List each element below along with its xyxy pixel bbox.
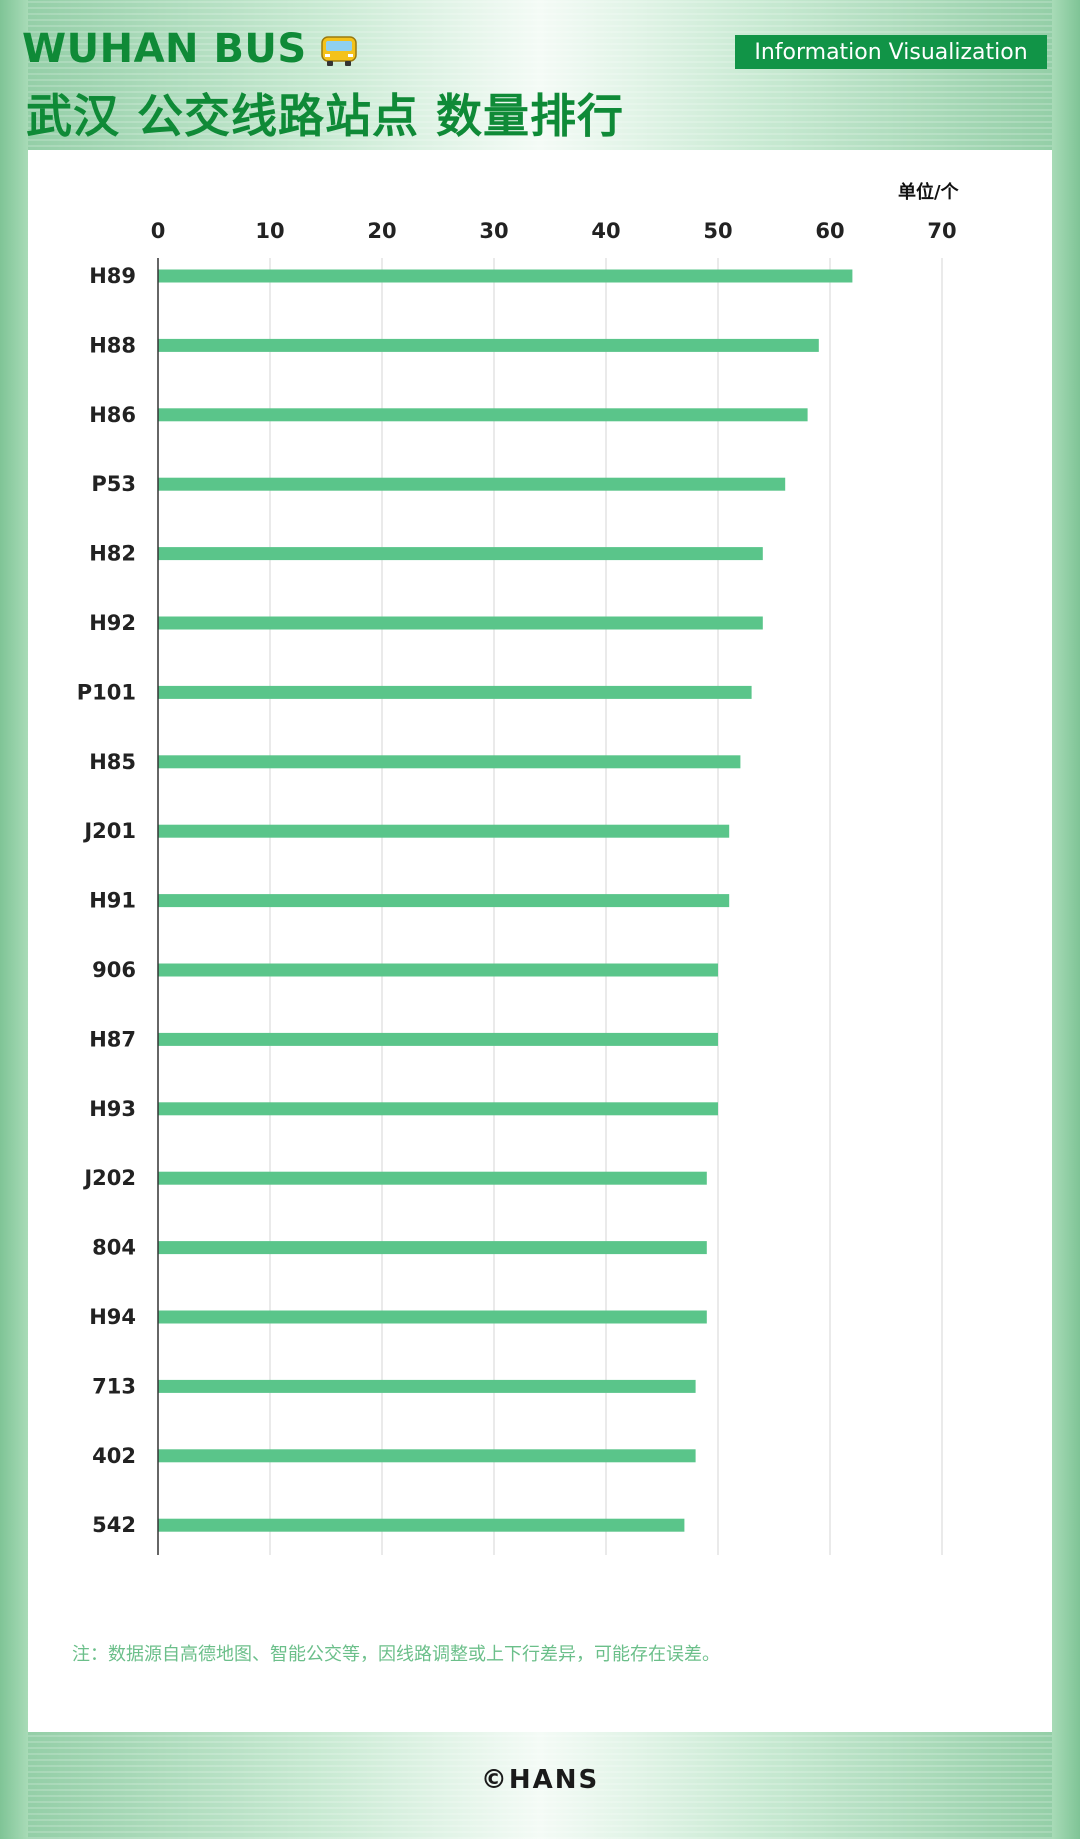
x-tick-label: 40	[591, 219, 620, 243]
bar-H93	[158, 1102, 718, 1116]
bar-H82	[158, 547, 763, 561]
category-label: J202	[82, 1166, 136, 1190]
x-tick-label: 0	[151, 219, 166, 243]
info-vis-tag: Information Visualization	[735, 35, 1047, 69]
bar-H94	[158, 1310, 707, 1324]
x-tick-label: 60	[815, 219, 844, 243]
bar-H89	[158, 269, 853, 283]
bar-542	[158, 1518, 685, 1532]
bar-H88	[158, 338, 819, 352]
x-tick-label: 50	[703, 219, 732, 243]
brand-header: WUHAN BUS	[22, 26, 359, 72]
category-label: 804	[92, 1236, 136, 1260]
category-label: H93	[89, 1097, 136, 1121]
bar-H91	[158, 894, 730, 908]
bar-H86	[158, 408, 808, 422]
category-label: H82	[89, 542, 136, 566]
bar-P53	[158, 477, 786, 491]
category-label: 713	[92, 1374, 136, 1398]
category-label: H89	[89, 264, 136, 288]
category-label: H94	[89, 1305, 136, 1329]
copyright: ©HANS	[480, 1765, 600, 1795]
unit-label: 单位/个	[898, 181, 960, 203]
category-label: H92	[89, 611, 136, 635]
bus-icon	[319, 32, 359, 66]
bar-906	[158, 963, 718, 977]
category-label: H86	[89, 403, 136, 427]
bar-P101	[158, 685, 752, 699]
category-label: P53	[91, 472, 136, 496]
x-tick-label: 10	[255, 219, 284, 243]
x-tick-label: 20	[367, 219, 396, 243]
bar-J202	[158, 1171, 707, 1185]
footnote: 注：数据源自高德地图、智能公交等，因线路调整或上下行差异，可能存在误差。	[72, 1644, 720, 1665]
category-label: P101	[77, 680, 136, 704]
category-label: H91	[89, 889, 136, 913]
bar-H85	[158, 755, 741, 769]
bar-H92	[158, 616, 763, 630]
category-label: H88	[89, 333, 136, 357]
category-label: 906	[92, 958, 136, 982]
page-title: 武汉 公交线路站点 数量排行	[26, 89, 625, 143]
bar-H87	[158, 1032, 718, 1046]
bar-713	[158, 1379, 696, 1393]
category-label: H85	[89, 750, 136, 774]
x-tick-label: 30	[479, 219, 508, 243]
x-tick-label: 70	[927, 219, 956, 243]
right-border	[1052, 0, 1080, 1839]
brand-text: WUHAN BUS	[22, 26, 307, 72]
bar-804	[158, 1241, 707, 1255]
bar-J201	[158, 824, 730, 838]
category-label: 402	[92, 1444, 136, 1468]
category-label: 542	[92, 1513, 136, 1537]
category-label: H87	[89, 1027, 136, 1051]
category-label: J201	[82, 819, 136, 843]
left-border	[0, 0, 28, 1839]
bar-402	[158, 1449, 696, 1463]
